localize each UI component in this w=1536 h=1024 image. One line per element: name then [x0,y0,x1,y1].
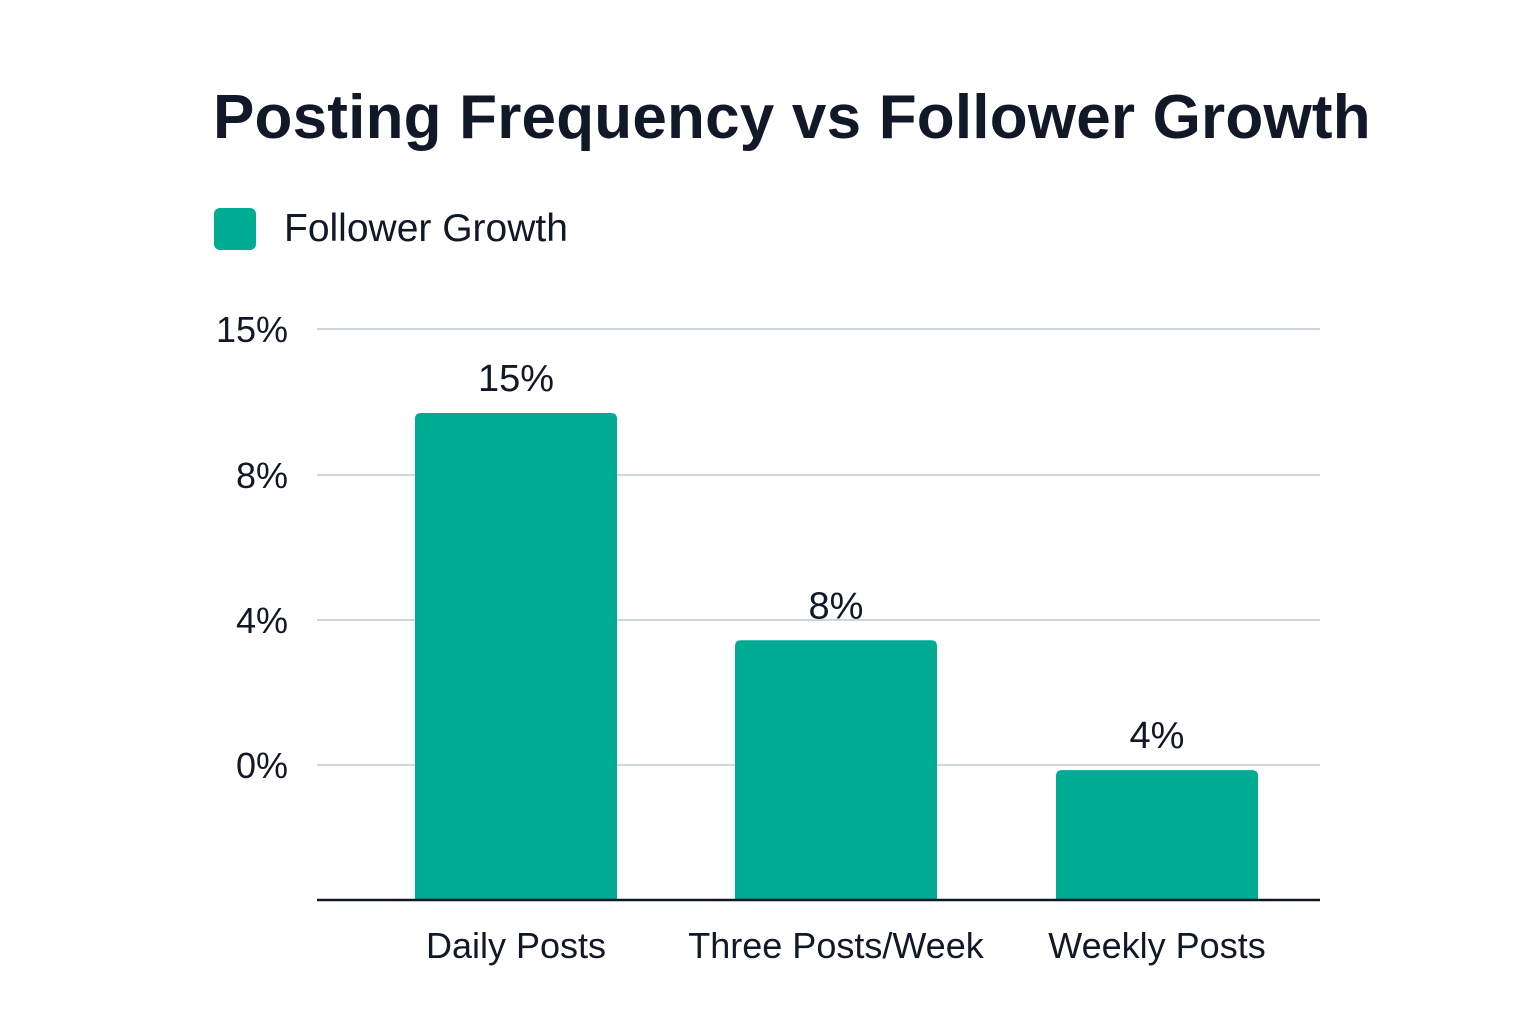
legend-swatch [214,208,256,250]
x-axis-categories: Daily Posts Three Posts/Week Weekly Posts [426,925,1266,966]
chart-title: Posting Frequency vs Follower Growth [213,83,1371,152]
y-tick-label: 4% [236,600,288,641]
y-tick-label: 8% [236,455,288,496]
bar-daily-posts [415,413,617,900]
y-tick-label: 15% [216,309,288,350]
bars [415,413,1258,900]
value-labels: 15% 8% 4% [478,358,1184,757]
legend-label: Follower Growth [284,207,568,250]
bar-three-posts-week [735,640,937,900]
bar-weekly-posts [1056,770,1258,900]
x-category-label: Weekly Posts [1048,925,1265,966]
bar-value-label: 15% [478,358,554,400]
bar-value-label: 8% [809,585,864,627]
x-category-label: Three Posts/Week [688,925,984,966]
bar-value-label: 4% [1130,715,1185,757]
x-category-label: Daily Posts [426,925,606,966]
y-axis-ticks: 15% 8% 4% 0% [216,309,288,786]
legend: Follower Growth [214,207,568,251]
y-tick-label: 0% [236,745,288,786]
